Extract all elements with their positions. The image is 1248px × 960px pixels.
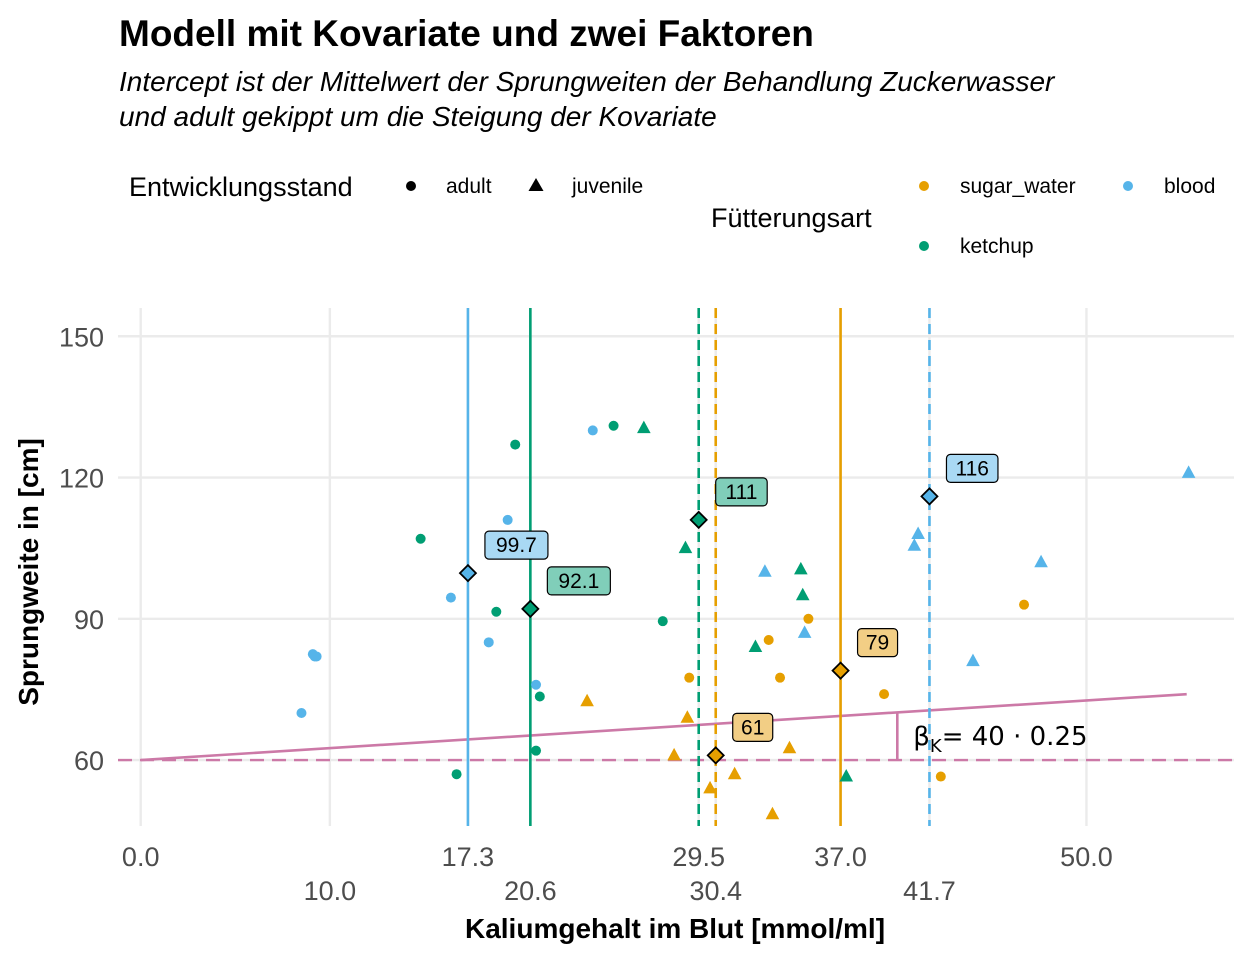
point-sugar_water-juvenile [727, 766, 742, 780]
point-sugar_water-juvenile [703, 780, 717, 794]
x-tick-label: 17.3 [442, 842, 495, 872]
point-blood-juvenile [758, 564, 772, 577]
legend-adult-key [406, 181, 416, 191]
mean-label-box-ketchup [715, 477, 768, 507]
legend-sugar-water-label: sugar_water [960, 175, 1076, 198]
point-blood-juvenile [911, 526, 925, 540]
point-sugar_water-adult [684, 672, 695, 683]
y-axis-title: Sprungweite in [cm] [13, 438, 44, 706]
x-tick-label: 20.6 [504, 876, 557, 906]
point-blood-adult [502, 514, 513, 525]
point-ketchup-adult [451, 769, 462, 780]
chart-title: Modell mit Kovariate und zwei Faktoren [119, 13, 814, 54]
point-blood-adult [531, 679, 542, 690]
mean-label-box-sugar_water [732, 712, 774, 742]
point-ketchup-juvenile [637, 420, 651, 434]
mean-label-box-blood [945, 453, 999, 483]
model-slope-line [140, 692, 1187, 762]
point-ketchup-juvenile [794, 561, 808, 575]
x-tick-label: 41.7 [903, 876, 956, 906]
data-points [296, 420, 1196, 820]
mean-label-ketchup: 111 [725, 481, 757, 504]
mean-diamond-sugar_water [831, 661, 850, 680]
point-ketchup-juvenile [748, 639, 763, 653]
y-tick-label: 60 [74, 746, 104, 776]
point-blood-adult [296, 707, 307, 718]
mean-label-blood: 116 [955, 457, 988, 480]
mean-label-blood: 99.7 [496, 534, 537, 557]
point-blood-juvenile [907, 538, 922, 551]
point-sugar_water-adult [763, 634, 774, 645]
point-ketchup-adult [491, 606, 502, 617]
point-ketchup-adult [657, 616, 668, 627]
legend-shape-title: Entwicklungsstand [129, 172, 353, 202]
legend-ketchup-key [919, 241, 929, 251]
legend-blood-key [1123, 181, 1133, 191]
point-blood-juvenile [966, 653, 980, 667]
legend-sugar-water-key [919, 181, 929, 191]
point-ketchup-adult [531, 745, 542, 756]
point-sugar_water-juvenile [580, 693, 594, 707]
point-blood-juvenile [797, 625, 812, 638]
reference-lines: βK= 40 · 0.25 [118, 692, 1234, 762]
mean-diamond-ketchup [689, 510, 708, 530]
x-tick-label: 0.0 [122, 842, 160, 872]
y-tick-label: 120 [59, 464, 104, 494]
mean-label-box-ketchup [546, 566, 611, 596]
legend-juvenile-key [528, 178, 544, 191]
mean-markers: 99.7 92.1 111 61 79 116 [458, 453, 999, 765]
legend-color-title: Fütterungsart [711, 203, 872, 233]
chart-subtitle-line-1: Intercept ist der Mittelwert der Sprungw… [119, 66, 1056, 97]
point-ketchup-adult [415, 533, 426, 544]
mean-diamond-blood [458, 563, 478, 583]
legend-adult-label: adult [446, 175, 492, 198]
point-blood-adult [311, 651, 322, 662]
point-sugar_water-adult [935, 771, 946, 782]
point-ketchup-juvenile [678, 540, 693, 554]
x-tick-label: 29.5 [672, 842, 725, 872]
point-sugar_water-juvenile [680, 710, 695, 723]
chart-subtitle-line-2: und adult gekippt um die Steigung der Ko… [119, 101, 717, 132]
axis-ticks: 60 90 120 150 0.0 17.3 29.5 37.0 50.0 10.0 20.6 30.… [59, 322, 1113, 906]
point-ketchup-juvenile [795, 587, 810, 601]
slope-annotation: βK= 40 · 0.25 [913, 722, 1087, 757]
point-ketchup-adult [534, 691, 545, 702]
y-tick-label: 90 [74, 605, 104, 635]
mean-label-box-sugar_water [856, 627, 899, 658]
legend: Entwicklungsstand adult juvenile Fütteru… [129, 172, 1215, 258]
point-blood-adult [445, 592, 456, 603]
mean-label-box-blood [484, 530, 549, 560]
mean-diamond-sugar_water [706, 746, 725, 765]
point-sugar_water-adult [775, 672, 786, 683]
legend-juvenile-label: juvenile [571, 175, 643, 198]
legend-blood-label: blood [1164, 175, 1215, 198]
point-sugar_water-adult [803, 613, 814, 624]
legend-ketchup-label: ketchup [960, 235, 1034, 258]
mean-label-sugar_water: 79 [866, 632, 889, 655]
mean-diamond-ketchup [521, 599, 540, 619]
point-blood-adult [587, 425, 598, 436]
point-sugar_water-juvenile [667, 747, 681, 761]
x-tick-label: 50.0 [1060, 842, 1113, 872]
mean-label-ketchup: 92.1 [558, 570, 599, 593]
point-blood-juvenile [1034, 554, 1048, 568]
point-ketchup-juvenile [839, 769, 854, 782]
x-tick-label: 30.4 [689, 876, 742, 906]
point-sugar_water-juvenile [765, 806, 780, 820]
point-sugar_water-adult [879, 689, 890, 700]
point-sugar_water-adult [1019, 599, 1030, 610]
point-sugar_water-juvenile [782, 740, 797, 754]
point-ketchup-adult [510, 439, 521, 450]
point-blood-adult [483, 637, 494, 648]
mean-diamond-blood [920, 487, 939, 506]
y-tick-label: 150 [59, 322, 104, 352]
x-axis-title: Kaliumgehalt im Blut [mmol/ml] [465, 913, 885, 944]
mean-label-sugar_water: 61 [741, 716, 764, 739]
x-tick-label: 10.0 [304, 876, 357, 906]
x-tick-label: 37.0 [814, 842, 867, 872]
point-blood-juvenile [1181, 465, 1196, 478]
point-ketchup-adult [608, 420, 619, 431]
